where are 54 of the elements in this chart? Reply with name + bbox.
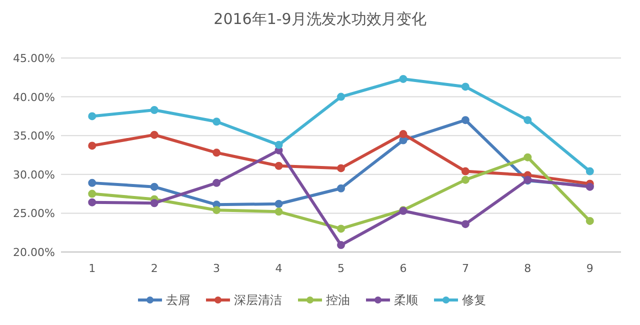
point [150, 182, 158, 191]
point [212, 178, 221, 187]
point [524, 116, 532, 124]
point [461, 82, 470, 91]
point [88, 198, 96, 206]
legend-label: 深层清洁 [234, 293, 282, 307]
point [150, 130, 158, 139]
legend-label: 去屑 [166, 293, 190, 307]
point [399, 74, 408, 83]
point [461, 176, 470, 184]
x-tick-label: 2 [150, 262, 158, 275]
y-tick-label: 35.00% [13, 130, 55, 143]
point [274, 162, 283, 170]
y-tick-label: 40.00% [13, 90, 55, 104]
x-tick-label: 7 [462, 262, 469, 275]
y-tick-label: 45.00% [13, 52, 55, 65]
x-tick-label: 6 [400, 262, 407, 275]
x-tick-label: 8 [524, 262, 532, 275]
point [399, 130, 408, 138]
point [150, 106, 158, 114]
x-tick-label: 9 [586, 262, 594, 275]
point [337, 224, 345, 233]
legend-label: 柔顺 [394, 293, 418, 307]
point [586, 216, 594, 225]
point [337, 184, 345, 192]
point [586, 167, 594, 176]
x-tick-label: 4 [275, 262, 282, 275]
point [212, 206, 221, 214]
legend-label: 控油 [326, 293, 350, 307]
y-tick-label: 25.00% [13, 207, 55, 220]
point [337, 164, 345, 172]
point [212, 118, 221, 126]
point [461, 116, 470, 124]
point [274, 208, 283, 216]
x-tick-label: 1 [88, 262, 96, 275]
x-tick-label: 3 [213, 262, 220, 275]
point [212, 148, 221, 157]
chart-title: 2016年1-9月洗发水功效月变化 [214, 10, 426, 28]
y-tick-label: 30.00% [13, 168, 55, 182]
point [274, 140, 283, 149]
point [88, 178, 96, 187]
x-tick-label: 5 [338, 262, 344, 275]
legend-label: 修复 [462, 293, 486, 307]
y-tick-label: 20.00% [13, 246, 55, 259]
point [274, 200, 283, 208]
point [524, 153, 532, 162]
point [88, 190, 96, 198]
point [337, 92, 345, 101]
point [88, 142, 96, 150]
point [337, 241, 345, 250]
point [461, 167, 470, 176]
point [461, 220, 470, 228]
point [88, 112, 96, 120]
point [150, 199, 158, 208]
